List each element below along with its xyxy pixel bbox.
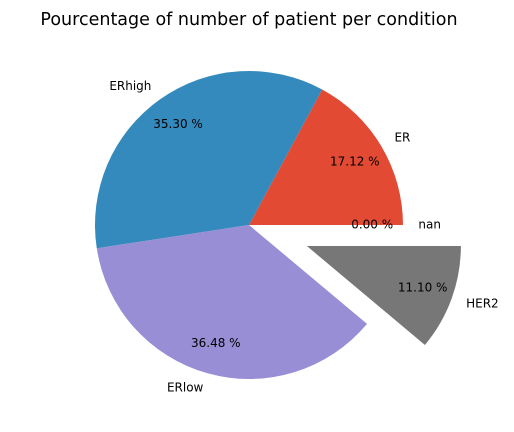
slice-label-her2: HER2 — [466, 296, 499, 310]
pct-label-her2: 11.10 % — [398, 281, 448, 295]
pie-slices — [94, 71, 461, 380]
pct-label-er: 17.12 % — [330, 154, 380, 168]
pie-slice-her2 — [306, 246, 461, 345]
pie-slice-er — [249, 89, 403, 226]
pct-label-erlow: 36.48 % — [191, 336, 241, 350]
slice-label-nan: nan — [418, 218, 441, 232]
pie-slice-erlow — [96, 225, 368, 380]
pie-slice-erhigh — [94, 71, 323, 249]
pct-label-erhigh: 35.30 % — [153, 117, 203, 131]
chart-title: Pourcentage of number of patient per con… — [40, 10, 457, 30]
pct-label-nan: 0.00 % — [351, 218, 393, 232]
slice-label-er: ER — [394, 131, 410, 145]
slice-label-erhigh: ERhigh — [109, 79, 151, 93]
slice-label-erlow: ERlow — [167, 381, 204, 395]
pie-labels: ER 17.12 % ERhigh 35.30 % ERlow 36.48 % HER2 11… — [109, 79, 498, 395]
